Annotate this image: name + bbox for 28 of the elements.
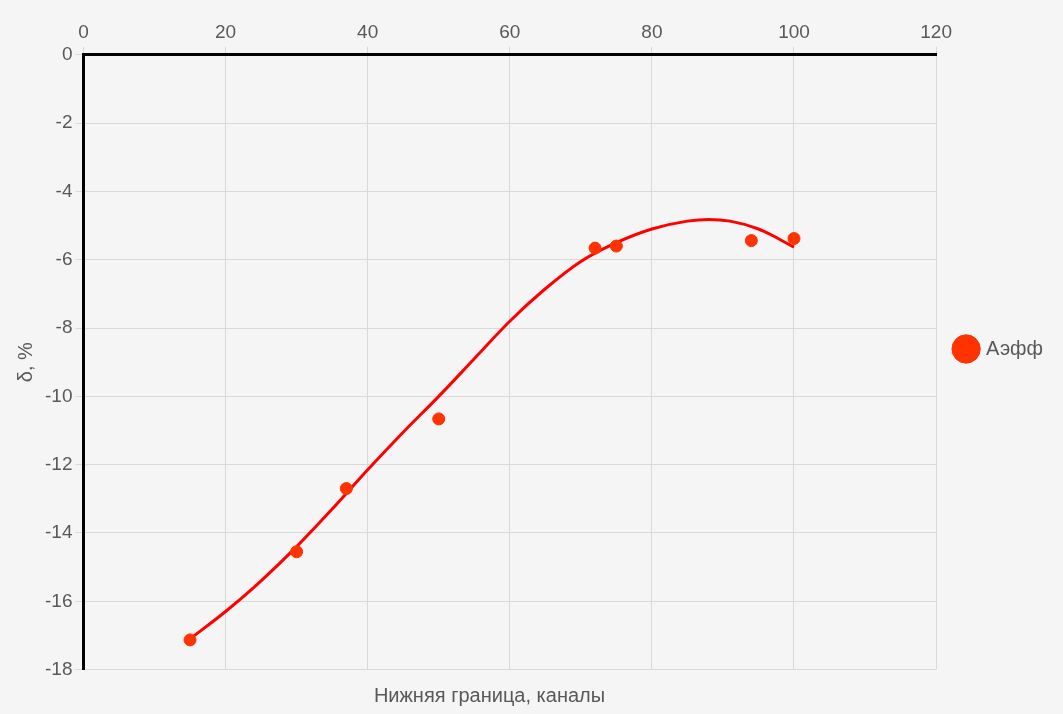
y-tick-label: -14 [44,521,73,543]
point [339,482,353,496]
point [787,232,801,246]
x-tick-label: 20 [215,20,237,42]
y-tick-label: -12 [44,452,73,474]
x-tick-label: 100 [778,20,810,42]
y-tick-label: -6 [55,247,73,269]
point [183,633,197,647]
x-tick-label: 0 [78,20,89,42]
x-tick-label: 80 [641,20,663,42]
y-tick-label: -16 [44,589,73,611]
x-tick-label: 40 [357,20,379,42]
x-tick-label: 120 [920,20,952,42]
y-tick-label: -10 [44,384,73,406]
legend-label: Аэфф [986,336,1044,359]
x-axis-title: Нижняя граница, каналы [372,684,607,707]
point [290,545,304,559]
point [609,239,623,253]
y-tick-label: -4 [55,179,73,201]
point [588,241,602,255]
y-axis-title: δ, % [13,341,36,383]
x-tick-label: 60 [499,20,521,42]
y-tick-label: -8 [55,316,73,338]
y-tick-label: 0 [61,43,73,65]
y-tick-label: -18 [44,657,73,679]
point [744,234,758,248]
point [432,412,446,426]
y-tick-label: -2 [55,111,73,133]
